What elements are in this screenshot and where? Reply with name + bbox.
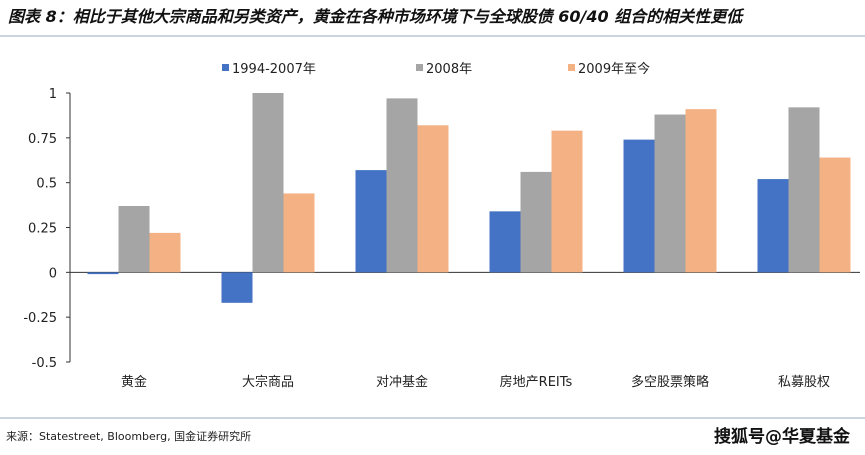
bar (819, 157, 851, 273)
bars (87, 93, 851, 303)
legend-swatch (568, 64, 575, 71)
bar (283, 193, 315, 273)
bar (386, 98, 418, 273)
bar (654, 114, 686, 273)
watermark: 搜狐号@华夏基金 (714, 426, 851, 447)
bar (520, 171, 552, 273)
bar (221, 272, 253, 303)
x-tick-label: 对冲基金 (376, 374, 428, 390)
legend-label: 1994-2007年 (232, 62, 316, 77)
x-tick-label: 房地产REITs (500, 374, 573, 390)
bar (417, 125, 449, 273)
bar (788, 107, 820, 273)
x-tick-label: 大宗商品 (242, 374, 294, 390)
y-tick-label: -0.5 (32, 356, 57, 371)
legend-label: 2008年 (426, 62, 472, 77)
y-tick-label: 0.5 (36, 177, 57, 192)
legend-swatch (416, 64, 423, 71)
bar (149, 232, 181, 273)
bar (87, 272, 119, 275)
legend-swatch (222, 64, 229, 71)
chart-title: 图表 8：相比于其他大宗商品和另类资产，黄金在各种市场环境下与全球股债 60/4… (8, 7, 745, 26)
y-tick-label: 0.75 (28, 132, 57, 147)
x-tick-label: 私募股权 (778, 374, 830, 390)
bar (489, 211, 521, 273)
legend: 1994-2007年 2008年 2009年至今 (222, 61, 650, 77)
bar (252, 93, 284, 273)
legend-label: 2009年至今 (578, 61, 650, 77)
x-tick-label: 多空股票策略 (631, 374, 709, 390)
x-tick-label: 黄金 (121, 374, 147, 390)
y-tick-label: 1 (49, 87, 57, 102)
bar (623, 139, 655, 273)
bar (757, 179, 789, 273)
bar (551, 130, 583, 273)
bar (685, 109, 717, 273)
source-note: 来源：Statestreet, Bloomberg, 国金证券研究所 (6, 429, 251, 443)
y-tick-label: -0.25 (23, 311, 57, 326)
y-tick-label: 0 (49, 266, 57, 281)
y-tick-label: 0.25 (28, 222, 57, 237)
bar (355, 170, 387, 273)
axes: -0.5 -0.25 0 0.25 0.5 0.75 1 黄金 大宗商品 对冲基金 房地产REITs… (23, 87, 860, 390)
bar (118, 205, 150, 273)
